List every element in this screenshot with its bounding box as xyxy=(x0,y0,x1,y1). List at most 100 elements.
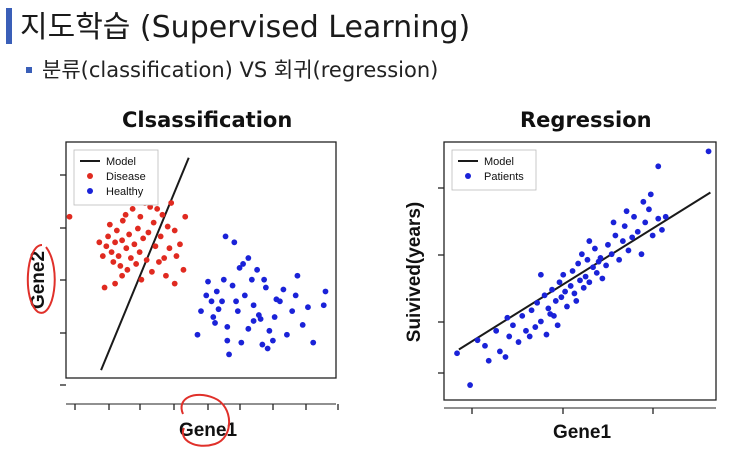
data-point-patients xyxy=(567,283,574,289)
data-point-healthy xyxy=(222,233,229,240)
legend-label: Patients xyxy=(484,171,524,183)
data-point-patients xyxy=(619,238,626,244)
data-point-disease xyxy=(171,280,178,287)
data-point-patients xyxy=(584,256,591,263)
data-point-disease xyxy=(119,237,126,244)
data-point-healthy xyxy=(305,304,311,311)
data-point-healthy xyxy=(245,325,252,332)
data-point-patients xyxy=(564,303,570,310)
data-point-disease xyxy=(157,233,164,240)
data-point-patients xyxy=(506,333,513,340)
data-point-disease xyxy=(180,266,187,273)
data-point-disease xyxy=(133,261,140,267)
data-point-patients xyxy=(599,275,606,282)
data-point-patients xyxy=(547,311,554,317)
data-point-disease xyxy=(131,241,138,248)
data-point-patients xyxy=(534,299,541,306)
data-point-disease xyxy=(117,263,124,269)
data-point-disease xyxy=(166,245,173,252)
data-point-patients xyxy=(640,198,647,205)
data-point-healthy xyxy=(212,320,218,326)
data-point-patients xyxy=(621,223,628,230)
data-point-patients xyxy=(629,234,636,241)
data-point-patients xyxy=(523,327,529,334)
data-point-healthy xyxy=(262,284,269,291)
data-point-patients xyxy=(647,191,654,198)
data-point-disease xyxy=(66,213,73,220)
plot-frame xyxy=(65,141,337,379)
data-point-patients xyxy=(496,348,503,355)
data-point-disease xyxy=(103,243,110,250)
regression-chart: Model Patients Gene1 Suivived(years) xyxy=(404,141,717,443)
data-point-patients xyxy=(515,339,522,345)
data-point-healthy xyxy=(219,298,225,305)
classification-x-axis-label: Gene1 xyxy=(179,420,238,441)
data-point-disease xyxy=(138,276,145,283)
data-point-healthy xyxy=(224,337,231,344)
data-point-disease xyxy=(182,213,189,220)
data-point-healthy xyxy=(322,288,329,295)
legend-box xyxy=(451,149,537,191)
data-point-patients xyxy=(642,219,649,226)
data-point-healthy xyxy=(224,323,231,330)
data-point-healthy xyxy=(273,296,280,303)
data-point-patients xyxy=(552,298,559,304)
data-point-disease xyxy=(145,229,152,236)
data-point-healthy xyxy=(248,276,255,283)
data-point-healthy xyxy=(299,322,306,328)
data-point-patients xyxy=(554,322,561,329)
data-point-healthy xyxy=(203,292,210,299)
data-point-healthy xyxy=(289,308,296,315)
data-point-healthy xyxy=(280,286,287,293)
data-point-patients xyxy=(608,251,615,258)
data-point-disease xyxy=(150,219,157,226)
data-point-disease xyxy=(143,257,150,263)
data-point-healthy xyxy=(241,292,248,299)
data-point-patients xyxy=(649,232,656,239)
data-point-disease xyxy=(163,272,169,279)
data-point-disease xyxy=(99,253,106,259)
data-point-patients xyxy=(526,333,533,340)
data-point-patients xyxy=(577,277,583,284)
data-point-healthy xyxy=(205,278,211,285)
data-point-disease xyxy=(140,235,147,242)
classification-chart-title: Clsassification xyxy=(122,108,293,132)
legend-swatch xyxy=(87,188,93,194)
data-point-patients xyxy=(532,324,539,330)
data-point-patients xyxy=(662,213,669,220)
data-point-healthy xyxy=(261,276,268,283)
data-point-patients xyxy=(537,271,544,278)
regression-chart-title: Regression xyxy=(520,108,652,132)
data-point-disease xyxy=(177,241,183,248)
data-point-disease xyxy=(105,233,111,240)
data-point-healthy xyxy=(284,331,290,338)
data-point-patients xyxy=(543,331,550,338)
data-point-patients xyxy=(558,294,565,301)
data-point-disease xyxy=(171,227,178,234)
data-point-patients xyxy=(485,357,492,364)
data-point-disease xyxy=(173,253,180,259)
data-point-healthy xyxy=(264,345,271,352)
data-point-patients xyxy=(634,228,641,235)
data-point-healthy xyxy=(194,331,201,338)
legend-label: Healthy xyxy=(106,186,144,198)
data-point-healthy xyxy=(266,327,273,334)
data-point-healthy xyxy=(238,339,245,346)
subtitle-bullet xyxy=(26,67,32,73)
data-point-patients xyxy=(571,290,578,297)
data-point-disease xyxy=(124,266,131,273)
data-point-disease xyxy=(137,213,144,220)
data-point-healthy xyxy=(254,266,261,273)
data-point-patients xyxy=(454,350,460,357)
data-point-patients xyxy=(646,206,652,213)
data-point-patients xyxy=(578,251,585,258)
data-point-healthy xyxy=(220,276,227,283)
data-point-disease xyxy=(101,284,108,291)
classification-y-axis-label: Gene2 xyxy=(28,251,49,309)
data-point-healthy xyxy=(269,337,276,344)
data-point-healthy xyxy=(210,314,217,320)
data-point-patients xyxy=(592,245,598,252)
data-point-patients xyxy=(573,298,580,304)
slide-title: 지도학습 (Supervised Learning) xyxy=(20,10,471,45)
